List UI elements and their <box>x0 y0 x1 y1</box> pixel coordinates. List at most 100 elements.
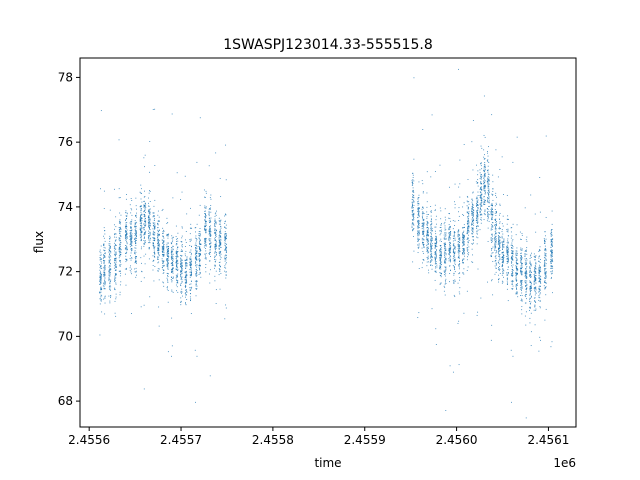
data-point <box>552 238 554 240</box>
data-point <box>153 280 155 282</box>
data-point <box>431 223 433 225</box>
data-point <box>423 247 425 249</box>
data-point <box>103 266 105 268</box>
data-point <box>440 257 442 259</box>
data-point <box>448 240 450 241</box>
data-point <box>190 262 192 264</box>
data-point <box>515 265 517 267</box>
data-point <box>104 240 106 242</box>
data-point <box>521 292 523 294</box>
data-point <box>444 216 446 218</box>
data-point <box>484 162 486 163</box>
data-point <box>510 244 512 246</box>
data-point <box>152 243 154 245</box>
data-point <box>421 208 423 210</box>
data-point <box>462 206 464 208</box>
data-point <box>444 254 446 256</box>
data-point <box>511 275 513 277</box>
data-point <box>534 270 536 271</box>
data-point <box>166 244 168 246</box>
data-point <box>141 225 143 227</box>
data-point <box>184 286 186 287</box>
data-point <box>458 186 460 188</box>
data-point <box>539 250 541 252</box>
data-point <box>441 273 442 275</box>
data-point <box>153 243 155 245</box>
data-point <box>181 281 183 282</box>
data-point <box>198 242 200 244</box>
data-point <box>521 273 523 275</box>
data-point <box>430 227 432 229</box>
data-point <box>176 276 178 278</box>
data-point <box>534 267 536 269</box>
data-point <box>210 235 212 237</box>
data-point <box>502 215 504 217</box>
data-point <box>185 276 186 278</box>
data-point <box>520 262 522 264</box>
data-point <box>219 251 221 253</box>
data-point <box>534 272 536 274</box>
data-point <box>499 242 500 244</box>
data-point <box>530 275 532 277</box>
data-point <box>477 311 479 313</box>
data-point <box>487 152 488 154</box>
data-point <box>417 198 419 200</box>
data-point <box>544 287 546 289</box>
data-point <box>149 296 151 298</box>
data-point <box>468 229 470 231</box>
data-point <box>535 301 537 303</box>
data-point <box>520 255 522 256</box>
data-point <box>172 260 174 262</box>
data-point <box>539 281 541 283</box>
data-point <box>224 237 226 239</box>
data-point <box>545 135 547 137</box>
data-point <box>524 281 526 283</box>
data-point <box>498 274 499 276</box>
data-point <box>507 229 509 231</box>
data-point <box>483 201 485 203</box>
data-point <box>452 249 454 251</box>
data-point <box>491 207 493 209</box>
data-point <box>140 229 142 231</box>
data-point <box>533 309 535 311</box>
data-point <box>423 223 425 225</box>
data-point <box>134 235 136 237</box>
data-point <box>411 198 413 200</box>
data-point <box>488 188 490 190</box>
data-point <box>118 230 120 232</box>
data-point <box>190 270 192 272</box>
data-point <box>125 226 127 228</box>
data-point <box>108 280 110 282</box>
data-point <box>144 215 146 217</box>
data-point <box>441 222 442 224</box>
data-point <box>109 280 111 282</box>
data-point <box>149 201 151 202</box>
data-point <box>453 260 455 262</box>
data-point <box>480 297 482 299</box>
data-point <box>167 259 169 261</box>
data-point <box>434 254 436 256</box>
data-point <box>190 264 192 266</box>
data-point <box>545 255 547 257</box>
data-point <box>181 273 183 275</box>
data-point <box>476 211 478 213</box>
data-point <box>507 254 509 256</box>
data-point <box>186 262 187 264</box>
data-point <box>195 268 197 270</box>
data-point <box>511 227 513 229</box>
data-point <box>495 202 497 204</box>
data-point <box>103 249 105 251</box>
data-point <box>130 239 132 241</box>
data-point <box>130 227 132 229</box>
data-point <box>214 255 216 257</box>
data-point <box>103 275 105 277</box>
data-point <box>411 201 413 203</box>
data-point <box>153 251 155 253</box>
data-point <box>430 176 432 178</box>
data-point <box>185 275 186 277</box>
data-point <box>457 250 459 252</box>
data-point <box>225 258 227 259</box>
data-point <box>479 212 481 214</box>
data-point <box>535 268 537 270</box>
data-point <box>492 188 494 190</box>
